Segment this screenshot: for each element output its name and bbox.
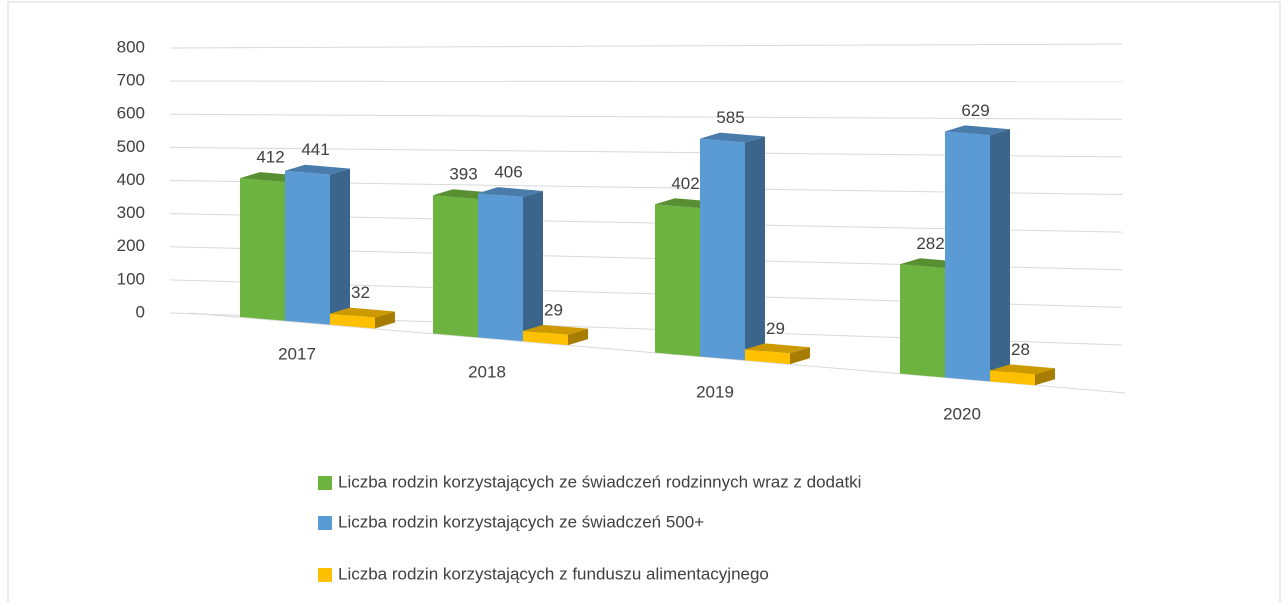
bar-top bbox=[700, 132, 765, 143]
bar-top bbox=[523, 324, 588, 335]
legend-swatch bbox=[318, 568, 332, 582]
legend-label: Liczba rodzin korzystających ze świadcze… bbox=[338, 512, 704, 531]
bar bbox=[478, 187, 543, 342]
grid-line bbox=[169, 43, 1123, 49]
legend-swatch bbox=[318, 476, 332, 490]
bar-top bbox=[330, 307, 395, 318]
y-tick-label: 100 bbox=[117, 269, 145, 288]
bar-side bbox=[330, 168, 350, 325]
grid-line bbox=[169, 80, 1123, 83]
y-tick-label: 500 bbox=[117, 137, 145, 156]
y-tick-label: 0 bbox=[136, 302, 145, 321]
bar-side bbox=[745, 136, 765, 361]
grid-line bbox=[169, 113, 1123, 120]
bar-side bbox=[568, 328, 588, 346]
y-tick-label: 600 bbox=[117, 104, 145, 123]
bar-top bbox=[745, 343, 810, 354]
bar-front bbox=[330, 313, 375, 329]
bar-front bbox=[900, 264, 945, 378]
data-label: 282 bbox=[916, 234, 944, 253]
floor-line bbox=[189, 312, 1126, 394]
legend-label: Liczba rodzin korzystających ze świadcze… bbox=[338, 472, 861, 491]
bar-top bbox=[945, 125, 1010, 136]
data-label: 441 bbox=[301, 140, 329, 159]
y-tick-label: 300 bbox=[117, 203, 145, 222]
data-label: 29 bbox=[766, 319, 785, 338]
x-tick-label: 2017 bbox=[278, 344, 316, 363]
bar-side bbox=[1035, 368, 1055, 386]
data-label: 29 bbox=[544, 300, 563, 319]
bar bbox=[990, 364, 1055, 386]
bar-front bbox=[285, 170, 330, 325]
bar-front bbox=[523, 330, 568, 346]
bar-side bbox=[523, 191, 543, 342]
bar-front bbox=[655, 204, 700, 357]
bar-front bbox=[745, 349, 790, 365]
x-tick-label: 2020 bbox=[943, 404, 981, 423]
y-tick-label: 200 bbox=[117, 236, 145, 255]
bar bbox=[745, 343, 810, 365]
legend-swatch bbox=[318, 516, 332, 530]
chart-frame bbox=[7, 1, 1281, 607]
bar-front bbox=[700, 138, 745, 361]
bar-side bbox=[375, 311, 395, 329]
x-tick-label: 2019 bbox=[696, 382, 734, 401]
y-tick-label: 400 bbox=[117, 170, 145, 189]
bar-front bbox=[945, 131, 990, 382]
bar-top bbox=[285, 164, 350, 175]
x-tick-label: 2018 bbox=[468, 362, 506, 381]
bar-side bbox=[990, 129, 1010, 382]
data-label: 402 bbox=[671, 174, 699, 193]
data-label: 412 bbox=[256, 148, 284, 167]
bar bbox=[945, 125, 1010, 382]
data-label: 585 bbox=[716, 108, 744, 127]
data-label: 32 bbox=[351, 283, 370, 302]
data-label: 406 bbox=[494, 163, 522, 182]
legend-label: Liczba rodzin korzystających z funduszu … bbox=[338, 564, 769, 583]
bar-front bbox=[478, 193, 523, 342]
bar-top bbox=[990, 364, 1055, 375]
data-label: 393 bbox=[449, 165, 477, 184]
y-tick-label: 700 bbox=[117, 71, 145, 90]
bar bbox=[700, 132, 765, 361]
bar bbox=[523, 324, 588, 346]
data-label: 629 bbox=[961, 101, 989, 120]
data-label: 28 bbox=[1011, 340, 1030, 359]
bar bbox=[285, 164, 350, 325]
bar bbox=[330, 307, 395, 329]
bar-side bbox=[790, 347, 810, 365]
bar-front bbox=[990, 370, 1035, 386]
bar-front bbox=[240, 178, 285, 321]
y-tick-label: 800 bbox=[117, 37, 145, 56]
bar-top bbox=[478, 187, 543, 198]
bar-front bbox=[433, 195, 478, 338]
